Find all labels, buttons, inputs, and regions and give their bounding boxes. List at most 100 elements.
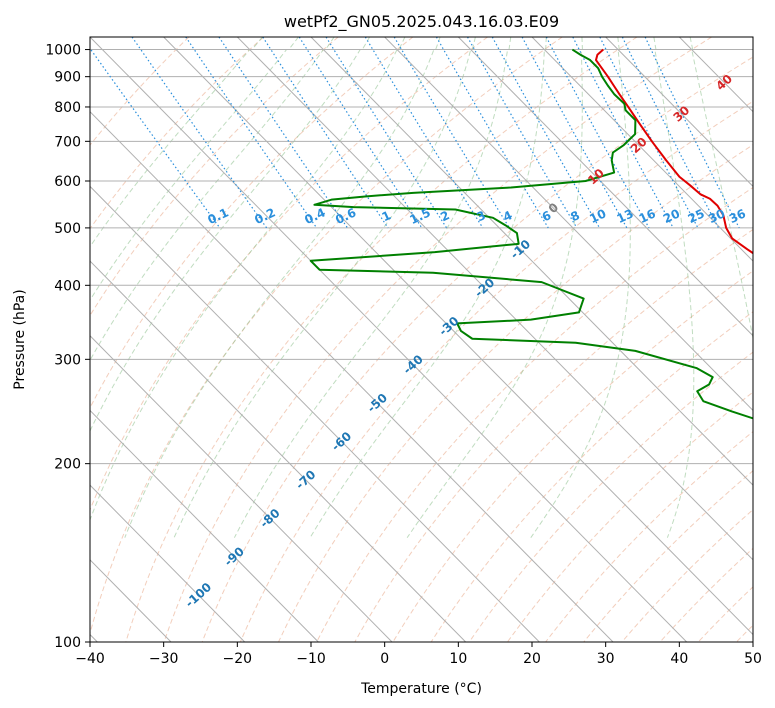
isotherm-line bbox=[310, 37, 753, 486]
dry-adiabat-line bbox=[239, 100, 753, 642]
dry-adiabat-line bbox=[697, 586, 753, 642]
isotherm-line bbox=[678, 37, 753, 113]
moist-adiabat-line bbox=[530, 37, 631, 538]
moist-adiabat-line bbox=[90, 37, 263, 248]
mixing-ratio-label: 13 bbox=[615, 206, 636, 226]
isotherms bbox=[90, 37, 753, 642]
y-tick-label: 1000 bbox=[45, 43, 81, 59]
mixing-ratio-lines bbox=[90, 37, 740, 229]
y-tick-label: 900 bbox=[54, 70, 81, 86]
x-tick-label: 20 bbox=[523, 651, 541, 667]
isotherm-line bbox=[90, 110, 614, 642]
dry-adiabat-line bbox=[90, 37, 264, 230]
dry-adiabat-line bbox=[90, 37, 190, 146]
y-tick-label: 700 bbox=[54, 134, 81, 150]
mixing-ratio-label: 0.1 bbox=[206, 205, 231, 227]
mixing-ratio-line bbox=[185, 37, 318, 229]
moist-adiabats bbox=[90, 37, 753, 538]
x-axis-ticks: −40 −30 −20 −10 0 10 20 30 40 50 bbox=[75, 642, 762, 667]
dry-adiabat-line bbox=[354, 228, 753, 642]
y-tick-label: 500 bbox=[54, 221, 81, 237]
mixing-ratio-label: 1 bbox=[380, 208, 393, 224]
mixing-ratio-label: 25 bbox=[686, 206, 707, 226]
x-tick-label: 50 bbox=[744, 651, 762, 667]
dewpoint-line bbox=[309, 48, 753, 420]
y-tick-label: 200 bbox=[54, 457, 81, 473]
mixing-ratio-line bbox=[325, 37, 448, 229]
isotherm-line bbox=[90, 335, 393, 642]
x-axis-label: Temperature (°C) bbox=[360, 681, 482, 697]
isotherm-line bbox=[90, 260, 467, 642]
mixing-ratio-label: 10 bbox=[587, 206, 608, 226]
mixing-ratio-line bbox=[364, 37, 484, 229]
dry-adiabat-line bbox=[90, 37, 339, 317]
dry-adiabat-line bbox=[90, 37, 488, 512]
dry-adiabat-line bbox=[659, 547, 753, 642]
mixing-ratio-line bbox=[491, 37, 601, 229]
x-tick-label: 10 bbox=[449, 651, 467, 667]
mixing-ratio-label: 36 bbox=[727, 206, 748, 226]
dry-adiabat-line bbox=[316, 186, 753, 642]
isotherm-line bbox=[90, 37, 688, 642]
y-tick-label: 600 bbox=[54, 174, 81, 190]
mixing-ratio-line bbox=[131, 37, 268, 229]
isotherm-line bbox=[90, 185, 540, 642]
dry-adiabat-line bbox=[125, 37, 638, 642]
isotherm-line bbox=[531, 37, 753, 262]
mixing-ratio-line bbox=[545, 37, 650, 229]
mixing-ratio-line bbox=[262, 37, 389, 229]
mixing-ratio-label: 4 bbox=[501, 208, 514, 224]
sounding-series bbox=[309, 48, 753, 420]
dry-adiabat-line bbox=[392, 270, 753, 642]
x-tick-label: −10 bbox=[296, 651, 326, 667]
y-axis-label: Pressure (hPa) bbox=[12, 289, 28, 389]
isotherm-line bbox=[90, 484, 246, 642]
y-tick-label: 400 bbox=[54, 278, 81, 294]
moist-adiabat-line bbox=[90, 37, 335, 362]
moist-adiabat-line bbox=[90, 37, 371, 433]
pressure-gridlines bbox=[90, 49, 753, 642]
dry-adiabat-line bbox=[163, 37, 712, 642]
dry-adiabat-line bbox=[545, 430, 753, 642]
isotherm-line bbox=[163, 37, 753, 636]
x-tick-label: 40 bbox=[670, 651, 688, 667]
x-tick-label: −30 bbox=[149, 651, 179, 667]
moist-adiabat-line bbox=[689, 37, 753, 341]
mixing-ratio-line bbox=[644, 37, 740, 229]
mixing-ratio-label: 0.6 bbox=[333, 205, 358, 227]
dry-adiabat-line bbox=[468, 351, 753, 642]
mixing-ratio-line bbox=[435, 37, 549, 229]
mixing-ratio-line bbox=[218, 37, 348, 229]
dry-adiabats bbox=[90, 37, 753, 642]
y-tick-label: 800 bbox=[54, 100, 81, 116]
isotherm-line bbox=[236, 37, 753, 561]
isotherm-line bbox=[384, 37, 753, 412]
moist-adiabat-line bbox=[309, 37, 547, 538]
isotherm-line bbox=[605, 37, 753, 188]
moist-adiabat-line bbox=[233, 37, 512, 538]
plot-frame bbox=[89, 36, 754, 643]
dry-adiabat-line bbox=[430, 311, 753, 642]
x-tick-label: 0 bbox=[380, 651, 389, 667]
mixing-ratio-line bbox=[90, 47, 221, 229]
mixing-ratio-line bbox=[393, 37, 510, 229]
mixing-ratio-labels: 0.1 0.2 0.4 0.6 1 1.5 2 3 4 6 8 10 13 16 20 25 30 36 bbox=[206, 205, 748, 227]
mixing-ratio-line bbox=[599, 37, 699, 229]
dry-adiabat-line bbox=[90, 37, 414, 409]
x-tick-label: −20 bbox=[223, 651, 253, 667]
mixing-ratio-label: 20 bbox=[661, 206, 682, 226]
moist-adiabat-line bbox=[90, 37, 299, 302]
moist-adiabat-line bbox=[173, 37, 476, 538]
mixing-ratio-label: 16 bbox=[637, 206, 658, 226]
isotherm-line bbox=[90, 409, 319, 642]
mixing-ratio-line bbox=[572, 37, 674, 229]
moist-adiabat-line bbox=[653, 37, 695, 538]
mixing-ratio-line bbox=[298, 37, 423, 229]
isotherm-line bbox=[457, 37, 753, 337]
plot-area: -100-90-80-70-60-50-40-30-20-10010203040… bbox=[90, 37, 753, 642]
moist-adiabat-line bbox=[90, 37, 406, 522]
y-axis-ticks: 100 200 300 400 500 600 700 800 900 1000 bbox=[45, 43, 90, 651]
y-tick-label: 300 bbox=[54, 352, 81, 368]
